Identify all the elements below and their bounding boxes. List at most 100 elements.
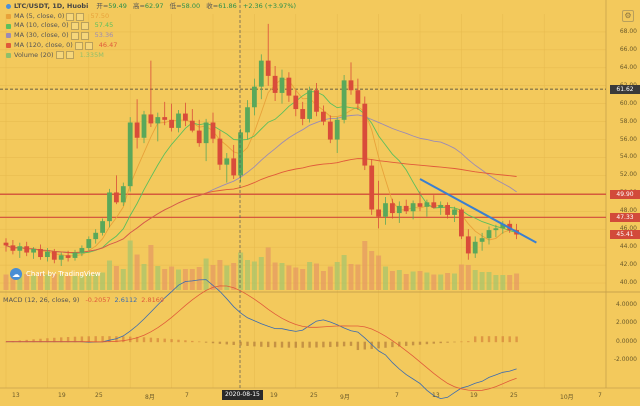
candle-body bbox=[120, 186, 126, 203]
volume-bar bbox=[286, 265, 292, 290]
volume-bar bbox=[452, 273, 457, 290]
macd-axis-label: 4.0000 bbox=[616, 300, 637, 308]
candle-body bbox=[24, 246, 30, 253]
volume-bar bbox=[383, 266, 388, 290]
macd-histogram-bar bbox=[294, 341, 297, 348]
macd-histogram-bar bbox=[446, 341, 449, 343]
settings-toggle-icon[interactable] bbox=[76, 12, 85, 21]
visibility-toggle-icon[interactable] bbox=[55, 51, 64, 60]
candle-body bbox=[127, 122, 133, 187]
candle-body bbox=[424, 202, 430, 207]
macd-histogram-bar bbox=[308, 341, 311, 348]
candle-body bbox=[465, 236, 471, 254]
volume-bar bbox=[514, 273, 520, 290]
tradingview-watermark[interactable]: ☁ Chart by TradingView bbox=[10, 268, 101, 280]
volume-bar bbox=[134, 254, 140, 290]
volume-bar bbox=[120, 269, 126, 290]
macd-histogram-bar bbox=[377, 341, 380, 349]
candle-body bbox=[134, 122, 140, 138]
indicator-row[interactable]: MA (30, close, 0) 53.36 bbox=[3, 31, 300, 41]
volume-bar bbox=[224, 265, 230, 290]
volume-bar bbox=[272, 262, 278, 290]
indicator-color-swatch bbox=[6, 52, 11, 58]
settings-toggle-icon[interactable] bbox=[65, 51, 74, 60]
indicator-value: 46.47 bbox=[98, 40, 118, 49]
macd-histogram-bar bbox=[349, 341, 353, 346]
candle-body bbox=[279, 77, 285, 93]
price-tag: 61.62 bbox=[610, 84, 640, 94]
volume-bar bbox=[38, 273, 43, 290]
indicator-color-swatch bbox=[6, 43, 11, 49]
candle-body bbox=[307, 90, 312, 119]
settings-toggle-icon[interactable] bbox=[84, 41, 93, 50]
macd-hist-value: -0.2057 bbox=[85, 296, 111, 304]
price-axis-label: 46.00 bbox=[619, 225, 637, 233]
price-tag: 47.33 bbox=[610, 212, 640, 222]
symbol-icon bbox=[6, 4, 11, 10]
visibility-toggle-icon[interactable] bbox=[70, 22, 79, 31]
volume-bar bbox=[51, 274, 57, 290]
candle-body bbox=[452, 209, 457, 215]
price-axis-label: 40.00 bbox=[619, 279, 637, 287]
volume-bar bbox=[258, 257, 264, 290]
candle-body bbox=[51, 251, 57, 260]
candle-body bbox=[376, 209, 381, 217]
candle-body bbox=[203, 122, 209, 144]
indicator-row[interactable]: MA (120, close, 0) 46.47 bbox=[3, 41, 300, 51]
macd-histogram-bar bbox=[211, 341, 215, 344]
indicator-row[interactable]: MA (5, close, 0) 57.50 bbox=[3, 12, 300, 22]
candle-body bbox=[355, 90, 361, 104]
price-axis-label: 58.00 bbox=[619, 117, 637, 125]
macd-histogram-bar bbox=[32, 339, 35, 343]
settings-icon[interactable]: ⚙ bbox=[622, 10, 634, 22]
visibility-toggle-icon[interactable] bbox=[70, 31, 79, 40]
volume-bar bbox=[169, 266, 175, 290]
candle-body bbox=[45, 251, 50, 258]
macd-histogram-bar bbox=[66, 337, 70, 343]
candle-body bbox=[369, 165, 375, 210]
macd-histogram-bar bbox=[225, 341, 228, 345]
price-axis-label: 66.00 bbox=[619, 45, 637, 53]
candle-body bbox=[31, 248, 36, 253]
indicator-label: MA (30, close, 0) bbox=[14, 31, 69, 40]
candle-body bbox=[79, 248, 85, 253]
volume-bar bbox=[479, 272, 485, 290]
candle-body bbox=[231, 158, 237, 176]
volume-bar bbox=[362, 241, 368, 290]
macd-histogram-bar bbox=[218, 341, 222, 344]
settings-toggle-icon[interactable] bbox=[80, 31, 89, 40]
macd-histogram-bar bbox=[480, 336, 484, 343]
macd-legend: MACD (12, 26, close, 9) -0.2057 2.6112 2… bbox=[3, 296, 164, 304]
visibility-toggle-icon[interactable] bbox=[66, 12, 75, 21]
volume-bar bbox=[389, 271, 395, 290]
candle-body bbox=[410, 203, 416, 212]
candle-body bbox=[390, 203, 395, 214]
price-axis-label: 42.00 bbox=[619, 261, 637, 269]
macd-histogram-bar bbox=[280, 341, 284, 348]
candle-body bbox=[321, 111, 326, 122]
macd-histogram-bar bbox=[101, 336, 104, 343]
settings-toggle-icon[interactable] bbox=[80, 22, 89, 31]
macd-histogram-bar bbox=[184, 340, 187, 343]
candle-body bbox=[245, 107, 250, 133]
volume-bar bbox=[320, 271, 326, 290]
macd-histogram-bar bbox=[156, 338, 159, 343]
visibility-toggle-icon[interactable] bbox=[74, 41, 83, 50]
time-axis-label: 25 bbox=[510, 392, 518, 399]
macd-histogram-bar bbox=[508, 336, 511, 343]
crosshair-date-label: 2020-08-15 bbox=[222, 390, 263, 400]
macd-histogram-bar bbox=[80, 336, 84, 343]
macd-histogram-bar bbox=[494, 336, 498, 343]
volume-bar bbox=[65, 276, 71, 290]
indicator-value: 53.36 bbox=[94, 31, 114, 40]
indicator-row[interactable]: Volume (20) 1.335M bbox=[3, 51, 300, 61]
volume-bar bbox=[431, 274, 437, 290]
time-axis-label: 8月 bbox=[145, 394, 155, 401]
ohlc-row: LTC/USDT, 1D, Huobi 开=59.49 高=62.97 低=58… bbox=[3, 2, 300, 12]
candle-body bbox=[141, 114, 147, 138]
volume-bar bbox=[162, 269, 168, 290]
indicator-row[interactable]: MA (10, close, 0) 57.45 bbox=[3, 21, 300, 31]
volume-bar bbox=[438, 274, 444, 290]
